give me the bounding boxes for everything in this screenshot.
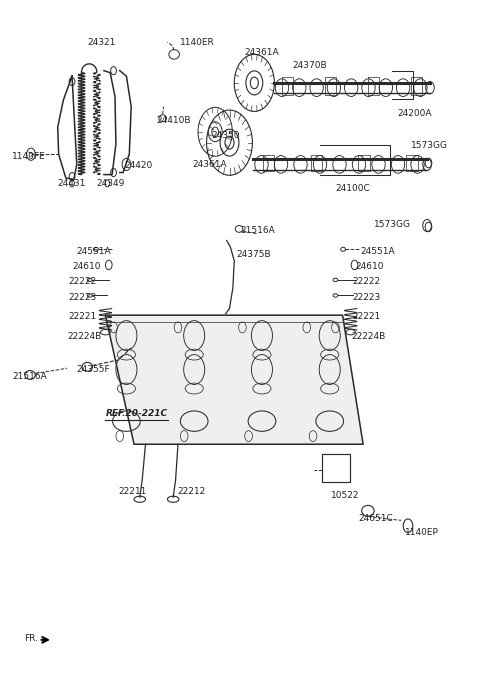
Text: 24551A: 24551A xyxy=(77,247,111,256)
Text: 24551A: 24551A xyxy=(360,247,395,256)
Bar xyxy=(282,78,293,95)
Text: 22212: 22212 xyxy=(177,487,205,496)
Bar xyxy=(368,78,379,95)
Bar xyxy=(325,78,336,95)
Text: FR.: FR. xyxy=(24,634,38,643)
Bar xyxy=(411,78,422,95)
Text: 10522: 10522 xyxy=(331,491,359,501)
Text: REF.20-221C: REF.20-221C xyxy=(106,409,168,418)
Text: 21516A: 21516A xyxy=(12,372,47,381)
Text: 21516A: 21516A xyxy=(240,226,275,235)
Text: 1140FE: 1140FE xyxy=(12,152,46,161)
Bar xyxy=(359,155,370,171)
Text: 22222: 22222 xyxy=(352,277,380,286)
Text: 22223: 22223 xyxy=(68,293,96,302)
Text: 24355F: 24355F xyxy=(77,365,110,374)
Text: 24200A: 24200A xyxy=(397,109,432,118)
Text: 24361A: 24361A xyxy=(192,160,227,169)
Text: 1573GG: 1573GG xyxy=(411,141,448,150)
Text: 24431: 24431 xyxy=(58,179,86,188)
Text: 22221: 22221 xyxy=(68,312,96,321)
Text: 24610: 24610 xyxy=(72,262,100,271)
Text: 24350: 24350 xyxy=(211,132,240,140)
Bar xyxy=(311,155,322,171)
Text: 22221: 22221 xyxy=(352,312,380,321)
Bar xyxy=(322,454,350,482)
Text: 22211: 22211 xyxy=(118,487,147,496)
Text: 24375B: 24375B xyxy=(236,250,271,258)
Text: 22223: 22223 xyxy=(352,293,380,302)
Polygon shape xyxy=(106,315,363,444)
Text: 24370B: 24370B xyxy=(292,61,327,70)
Text: 22224B: 22224B xyxy=(67,332,101,342)
Text: 24651C: 24651C xyxy=(359,514,393,524)
Text: 24321: 24321 xyxy=(87,38,116,46)
Bar xyxy=(263,155,275,171)
Text: 24420: 24420 xyxy=(124,161,153,170)
Text: 24410B: 24410B xyxy=(156,116,191,125)
Text: 22224B: 22224B xyxy=(351,332,385,342)
Bar xyxy=(406,155,418,171)
Text: 24349: 24349 xyxy=(96,179,124,188)
Text: 24361A: 24361A xyxy=(245,48,279,57)
Text: 1573GG: 1573GG xyxy=(373,220,410,228)
Text: 24610: 24610 xyxy=(356,262,384,271)
Text: 1140EP: 1140EP xyxy=(405,528,439,537)
Text: 1140ER: 1140ER xyxy=(180,38,215,46)
Text: 24100C: 24100C xyxy=(336,183,370,193)
Text: 22222: 22222 xyxy=(68,277,96,286)
